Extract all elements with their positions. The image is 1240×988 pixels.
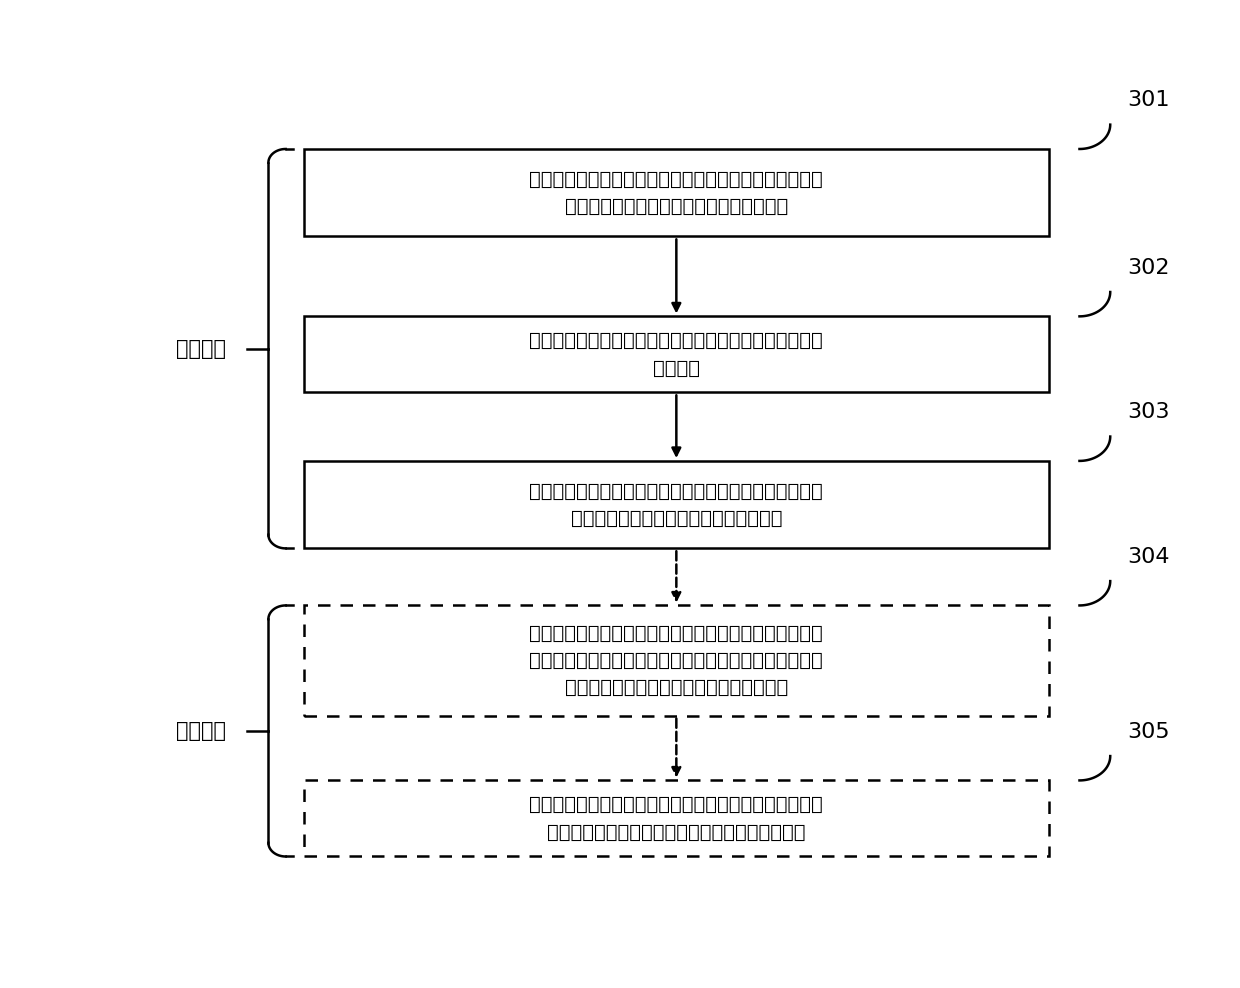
- Text: 获取至少一个检测设备在第二预设时间段内通过检测被检
测设备的第一性能指标而生成的多个检测值，使用每个检
测设备对应的阈值确定多个检测值是否异常: 获取至少一个检测设备在第二预设时间段内通过检测被检 测设备的第一性能指标而生成的…: [529, 623, 823, 698]
- Bar: [304, 316, 1049, 392]
- Text: 获取至少一个检测设备在第一预设时间段内通过检测被检
测设备的第一性能指标而生成的多个检测值: 获取至少一个检测设备在第一预设时间段内通过检测被检 测设备的第一性能指标而生成的…: [529, 170, 823, 215]
- Text: 根据所述至少一个检测设备中每个检测设备对应的有效检
测值，确定所述每个检测设备对应的阈值: 根据所述至少一个检测设备中每个检测设备对应的有效检 测值，确定所述每个检测设备对…: [529, 481, 823, 528]
- Text: 305: 305: [1127, 721, 1171, 742]
- Text: 301: 301: [1127, 90, 1171, 111]
- Text: 根据至少一个检测设备中每个检测设备对应的异常检测值
的数量，确定被检测设备的第一性能指标是否异常: 根据至少一个检测设备中每个检测设备对应的异常检测值 的数量，确定被检测设备的第一…: [529, 795, 823, 842]
- Text: 检测过程: 检测过程: [176, 721, 226, 741]
- Text: 根据所述多个检测值的大小，从所述多个检测值中确定有
效检测值: 根据所述多个检测值的大小，从所述多个检测值中确定有 效检测值: [529, 331, 823, 377]
- Bar: [304, 781, 1049, 857]
- Text: 确定过程: 确定过程: [176, 339, 226, 359]
- Text: 303: 303: [1127, 402, 1171, 422]
- Bar: [304, 149, 1049, 236]
- Text: 302: 302: [1127, 258, 1171, 278]
- Bar: [304, 606, 1049, 715]
- Text: 304: 304: [1127, 546, 1171, 567]
- Bar: [304, 460, 1049, 548]
